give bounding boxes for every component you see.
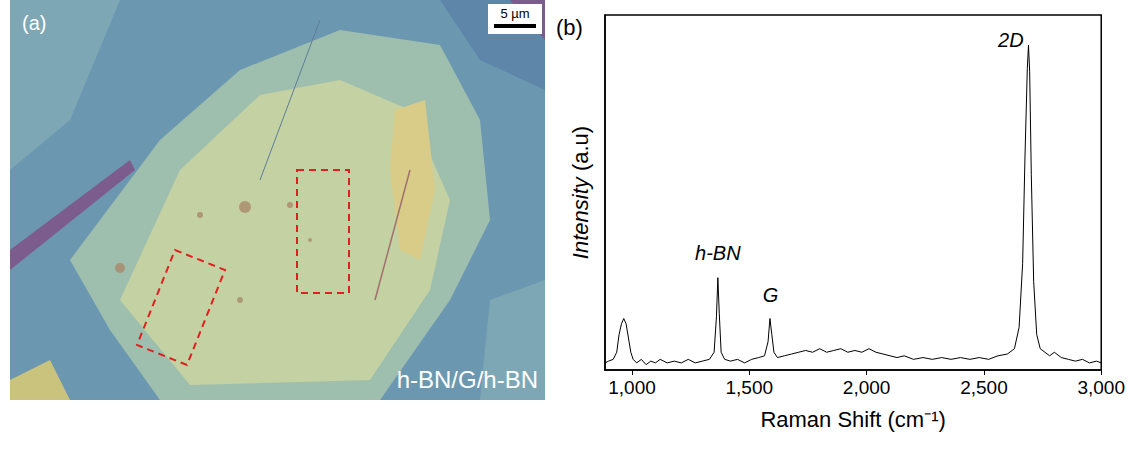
svg-text:5 µm: 5 µm <box>500 6 529 21</box>
svg-text:1,500: 1,500 <box>726 377 774 398</box>
svg-text:2,500: 2,500 <box>960 377 1008 398</box>
svg-text:h-BN/G/h-BN: h-BN/G/h-BN <box>397 366 538 393</box>
svg-text:(a.u): (a.u) <box>568 126 593 177</box>
svg-text:2D: 2D <box>997 29 1024 51</box>
svg-text:1,000: 1,000 <box>608 377 656 398</box>
svg-text:Raman Shift (cm⁻¹): Raman Shift (cm⁻¹) <box>760 407 945 432</box>
svg-text:Intensity: Intensity <box>568 175 593 259</box>
svg-text:(a): (a) <box>22 12 46 34</box>
svg-text:2,000: 2,000 <box>843 377 891 398</box>
svg-text:h-BN: h-BN <box>695 242 741 264</box>
svg-text:3,000: 3,000 <box>1077 377 1125 398</box>
svg-text:G: G <box>763 284 779 306</box>
svg-text:(b): (b) <box>556 15 583 40</box>
